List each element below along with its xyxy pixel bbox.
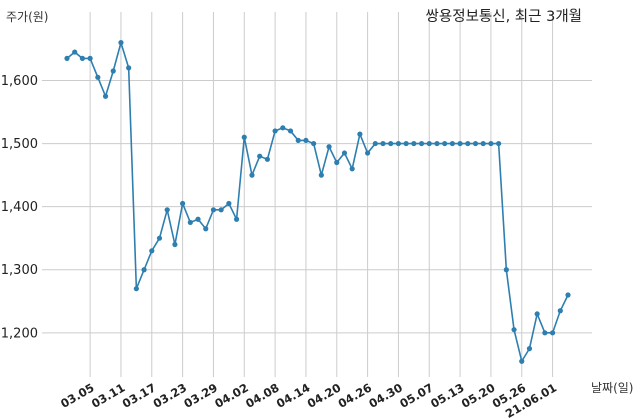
data-point [472,140,479,147]
data-point [87,55,93,61]
data-point [264,156,270,162]
data-point [303,137,309,144]
data-point [457,140,463,147]
data-point [496,140,502,147]
data-point [226,200,232,207]
data-point [118,40,124,46]
data-point [465,140,471,147]
data-point [272,128,278,134]
data-point [565,292,571,298]
x-tick-label: 05.13 [428,380,467,410]
x-tick-label: 05.20 [459,380,498,410]
data-point [557,308,563,314]
data-point [341,150,348,156]
data-point [64,55,70,61]
data-point [395,140,402,147]
data-point [180,200,186,207]
data-point [488,140,494,147]
data-point [149,248,155,254]
data-point [349,166,355,172]
data-point [257,153,263,159]
data-point [542,330,548,336]
data-point [511,327,517,333]
data-point [164,207,170,213]
data-point [426,140,432,147]
data-point [388,140,394,147]
data-point [372,140,378,147]
data-point [411,140,417,147]
data-point [241,134,247,140]
x-tick-label: 04.02 [212,380,251,410]
data-point [95,74,101,80]
data-point [210,207,217,213]
data-point [195,216,201,222]
data-point [357,131,363,137]
price-series-points [64,40,571,364]
x-axis-label: 날짜(일) [591,381,633,395]
data-point [503,267,509,273]
x-tick-label: 04.26 [336,380,375,410]
y-tick-label: 1,500 [1,137,38,152]
data-point [110,68,116,74]
data-point [203,226,209,232]
data-point [126,65,132,71]
y-tick-label: 1,300 [1,263,38,278]
x-tick-label: 03.05 [58,380,97,410]
x-tick-label: 04.08 [243,380,282,410]
data-point [172,241,178,248]
data-point [418,140,425,147]
data-point [434,140,440,147]
data-point [318,172,324,178]
data-point [534,311,540,317]
x-tick-label: 04.14 [274,380,313,410]
grid [42,12,592,377]
data-point [380,140,386,147]
data-point [141,267,147,273]
data-point [334,159,340,166]
data-point [403,140,409,147]
data-point [79,55,86,61]
y-axis-label: 주가(원) [6,10,48,24]
chart-title: 쌍용정보통신, 최근 3개월 [426,8,582,25]
data-point [519,358,525,364]
data-point [218,207,224,213]
x-tick-label: 05.07 [397,380,436,410]
data-point [326,144,332,150]
data-point [133,286,139,292]
data-point [365,150,371,156]
y-tick-label: 1,400 [1,200,38,215]
data-point [526,346,533,352]
data-point [102,93,109,99]
x-tick-label: 03.17 [120,380,159,410]
x-tick-label: 04.20 [305,380,344,410]
data-point [249,172,255,178]
x-tick-label: 03.29 [181,380,220,410]
x-tick-label: 03.11 [89,380,128,410]
x-tick-label: 04.30 [366,380,405,410]
data-point [156,235,163,241]
data-point [233,216,240,222]
data-point [295,137,301,144]
y-tick-label: 1,200 [1,326,38,341]
data-point [280,125,286,131]
data-point [187,219,193,226]
x-tick-label: 03.23 [151,380,190,410]
data-point [311,140,317,147]
data-point [72,49,78,55]
data-point [449,140,455,147]
y-tick-label: 1,600 [1,74,38,89]
y-axis-ticks: 1,200 1,300 1,400 1,500 1,600 [1,74,38,341]
data-point [442,140,448,147]
data-point [287,128,294,134]
price-series-line [66,39,569,364]
data-point [549,330,556,336]
data-point [480,140,486,147]
x-axis-ticks: 03.0503.1103.1703.2303.2904.0204.0804.14… [58,380,559,419]
